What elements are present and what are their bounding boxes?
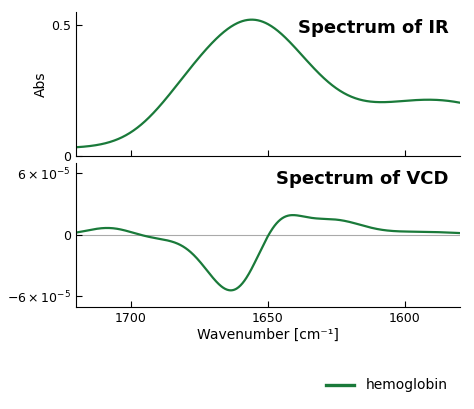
Y-axis label: ΔAbs: ΔAbs [0,218,4,252]
Y-axis label: Abs: Abs [34,71,48,97]
Text: Spectrum of VCD: Spectrum of VCD [276,170,448,188]
Text: Spectrum of IR: Spectrum of IR [298,20,448,38]
X-axis label: Wavenumber [cm⁻¹]: Wavenumber [cm⁻¹] [197,327,339,342]
Legend: hemoglobin: hemoglobin [321,373,453,398]
